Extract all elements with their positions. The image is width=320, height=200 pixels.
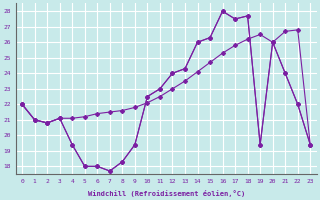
X-axis label: Windchill (Refroidissement éolien,°C): Windchill (Refroidissement éolien,°C) [88, 190, 245, 197]
